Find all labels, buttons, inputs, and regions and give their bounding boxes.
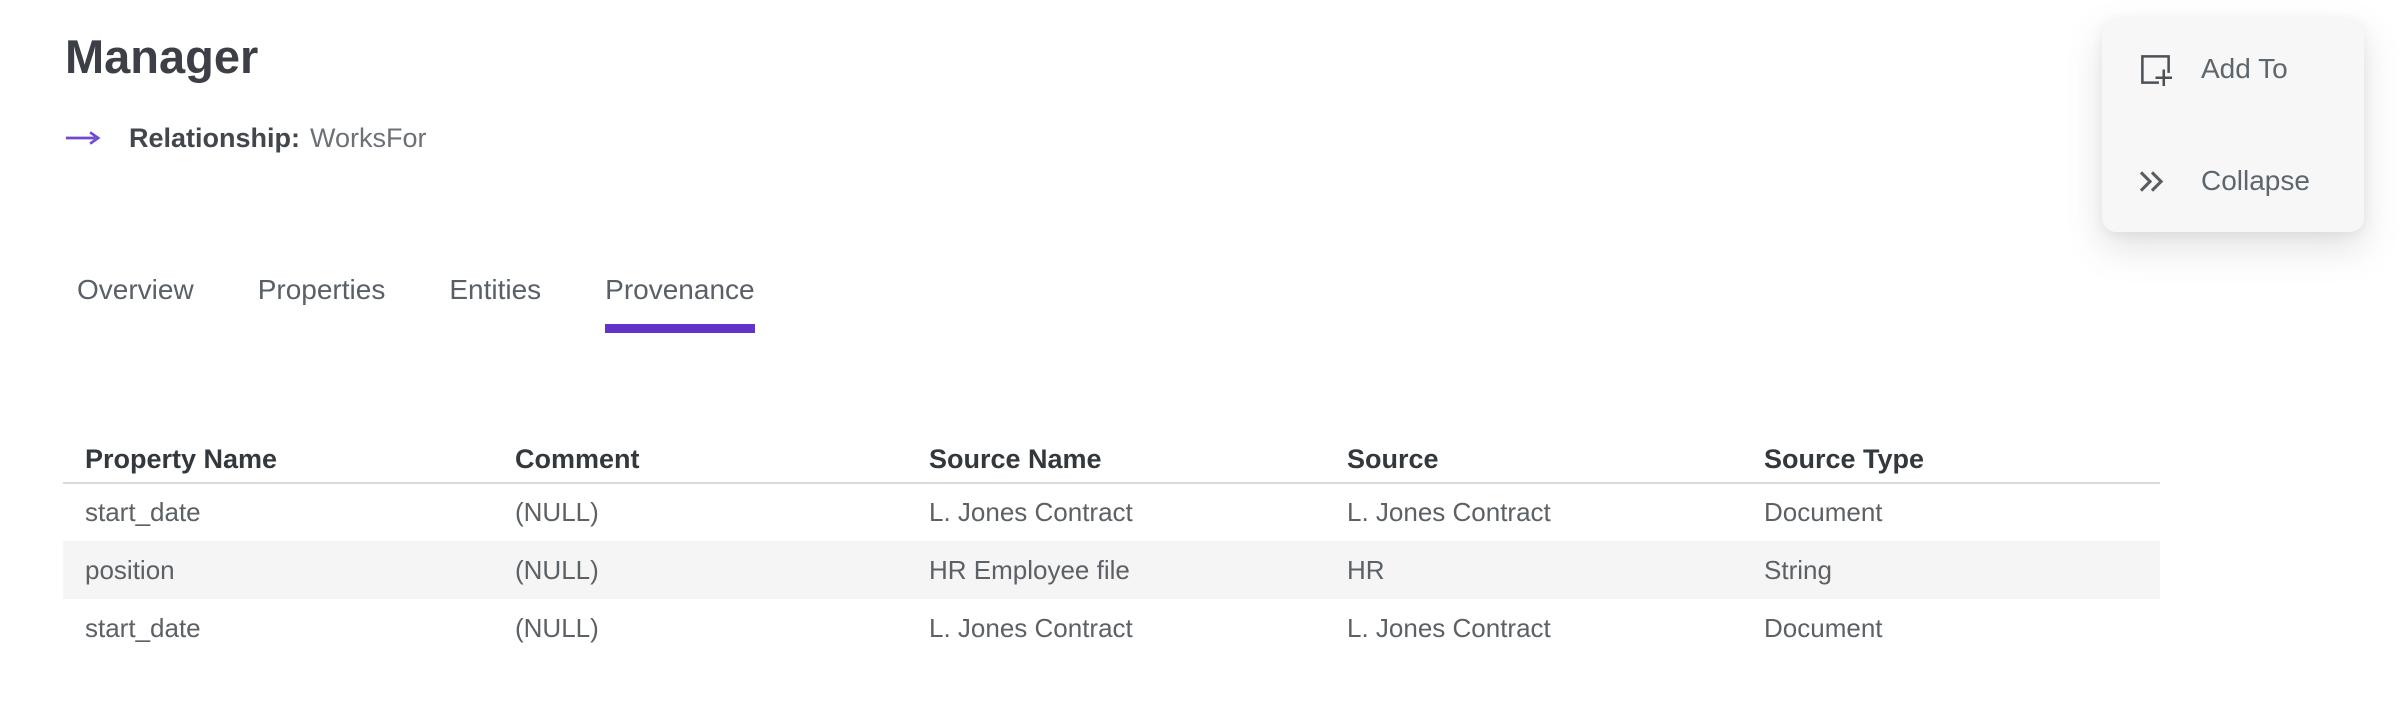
provenance-table: Property Name Comment Source Name Source Sou… <box>63 417 2160 657</box>
relationship-value: WorksFor <box>310 122 427 153</box>
add-to-button[interactable]: Add To <box>2138 43 2364 95</box>
action-label: Collapse <box>2201 165 2310 196</box>
add-to-icon <box>2138 52 2174 87</box>
column-header-property-name: Property Name <box>63 417 493 484</box>
table-cell: L. Jones Contract <box>1347 497 1551 527</box>
action-card: Add To Collapse <box>2102 18 2364 232</box>
collapse-icon <box>2138 170 2174 193</box>
tab-entities[interactable]: Entities <box>449 274 542 305</box>
column-header-comment: Comment <box>493 417 907 484</box>
table-cell: (NULL) <box>515 554 599 585</box>
table-cell: String <box>1764 554 1832 585</box>
table-cell: (NULL) <box>515 612 599 643</box>
table-cell: L. Jones Contract <box>1347 612 1551 643</box>
column-header-source-name: Source Name <box>907 417 1325 484</box>
table-cell: Document <box>1764 497 1883 527</box>
relationship-row: Relationship: WorksFor <box>65 122 2400 154</box>
collapse-button[interactable]: Collapse <box>2138 155 2364 207</box>
action-label: Add To <box>2201 53 2288 84</box>
table-cell: HR Employee file <box>929 554 1130 585</box>
table-cell: start_date <box>85 497 201 527</box>
table-row: position (NULL) HR Employee file HR String <box>63 541 2160 599</box>
tab-overview[interactable]: Overview <box>77 274 194 305</box>
relationship-label: Relationship: <box>129 122 301 153</box>
table-cell: L. Jones Contract <box>929 612 1133 643</box>
tab-bar: Overview Properties Entities Provenance <box>63 273 2400 333</box>
table-body: start_date (NULL) L. Jones Contract L. Jone… <box>63 483 2160 657</box>
table-cell: L. Jones Contract <box>929 497 1133 527</box>
table-cell: start_date <box>85 612 201 643</box>
arrow-right-icon <box>65 131 101 145</box>
tab-provenance[interactable]: Provenance <box>605 273 755 333</box>
table-row: start_date (NULL) L. Jones Contract L. Jone… <box>63 483 2160 541</box>
table-cell: position <box>85 554 175 585</box>
column-header-source: Source <box>1325 417 1742 484</box>
table-cell: Document <box>1764 612 1883 643</box>
table-cell: HR <box>1347 554 1385 585</box>
table-header-row: Property Name Comment Source Name Source Sou… <box>63 417 2160 484</box>
column-header-source-type: Source Type <box>1742 417 2160 484</box>
tab-properties[interactable]: Properties <box>257 274 386 305</box>
table-cell: (NULL) <box>515 497 599 527</box>
page-title: Manager <box>65 30 259 83</box>
table-row: start_date (NULL) L. Jones Contract L. Jone… <box>63 599 2160 657</box>
